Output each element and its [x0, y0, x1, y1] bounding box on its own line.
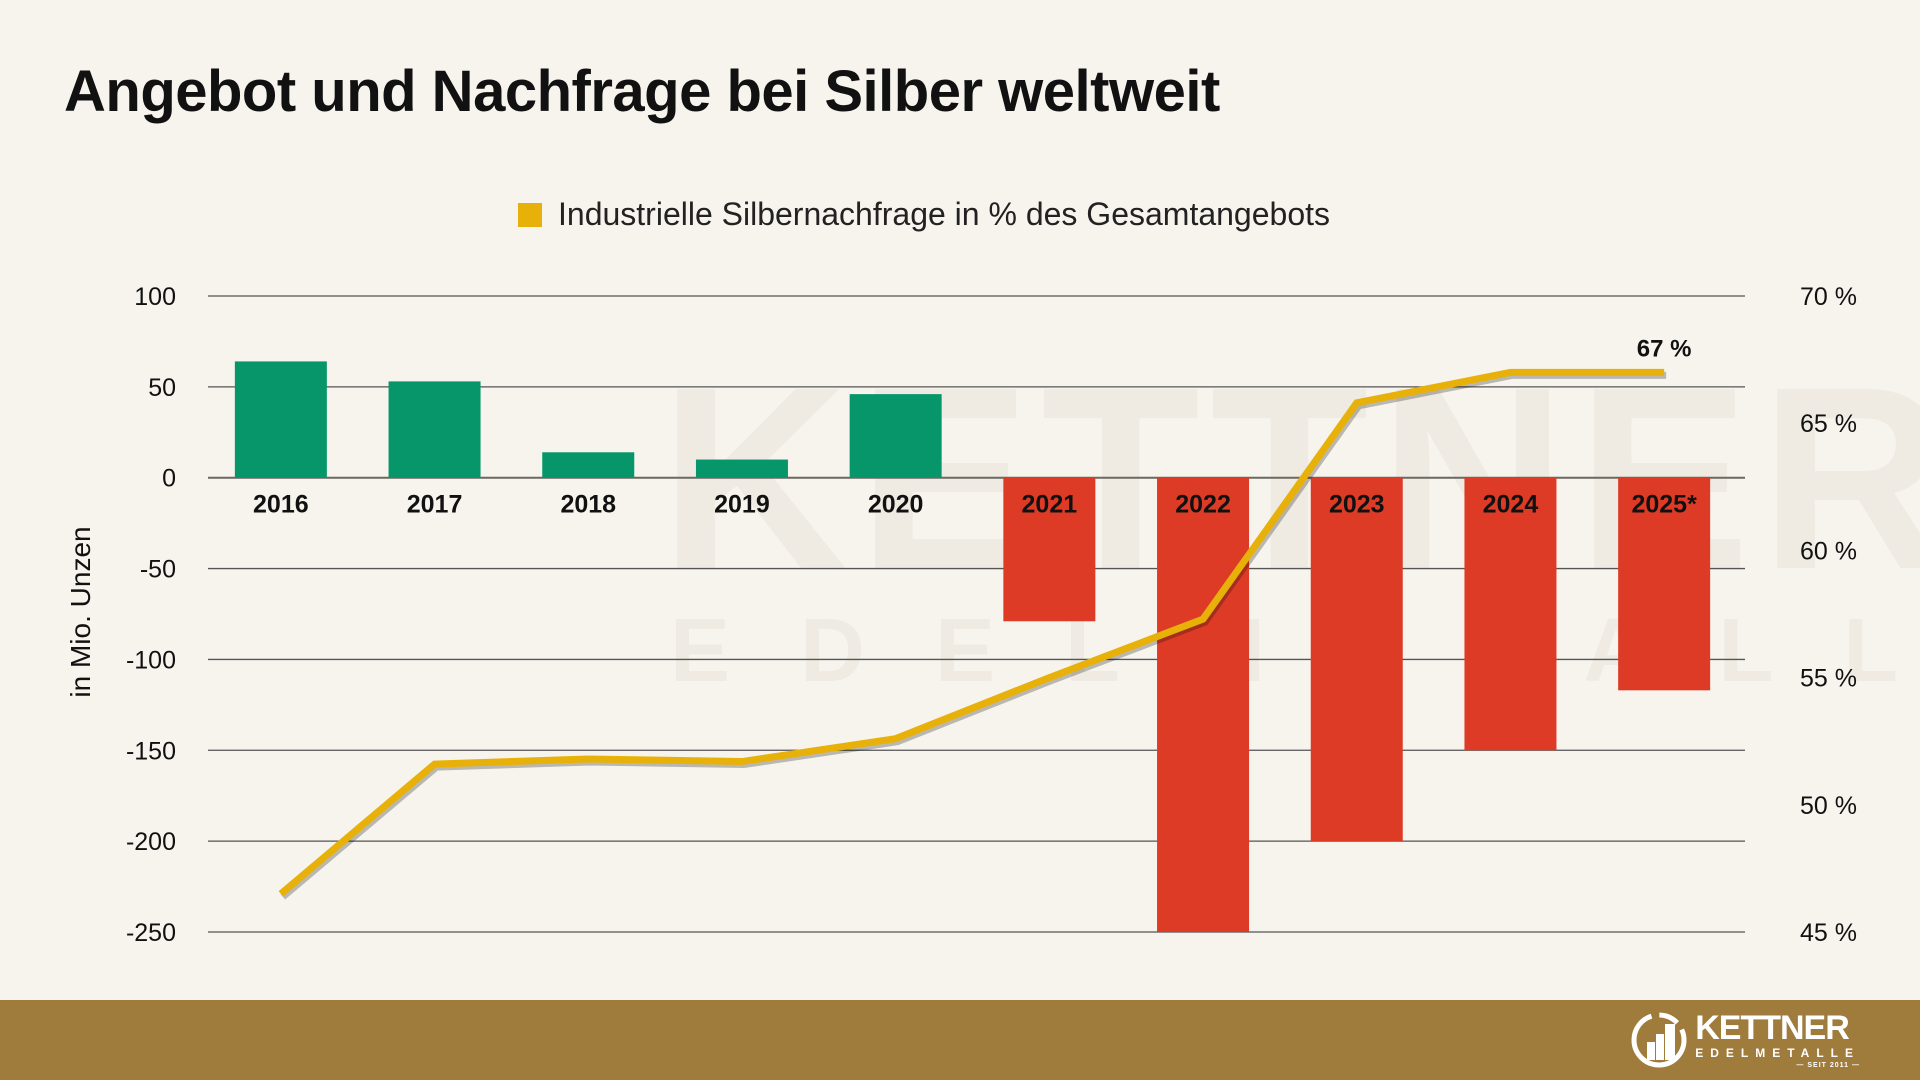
- y2-tick-label: 50 %: [1800, 792, 1857, 820]
- bar: [542, 452, 635, 478]
- y-tick-label: 50: [148, 374, 176, 402]
- x-tick-label: 2024: [1483, 491, 1539, 519]
- logo-brand: KETTNER: [1695, 1009, 1850, 1047]
- y-tick-label: -150: [126, 737, 176, 765]
- bar: [1003, 477, 1096, 622]
- x-tick-label: 2017: [407, 491, 463, 519]
- bar: [388, 381, 481, 478]
- y2-tick-label: 55 %: [1800, 665, 1857, 693]
- x-tick-label: 2018: [560, 491, 616, 519]
- bar: [849, 394, 942, 478]
- x-tick-label: 2022: [1175, 491, 1231, 519]
- x-tick-label: 2021: [1022, 491, 1078, 519]
- logo-mark-icon: [1631, 1012, 1687, 1068]
- y-tick-label: 100: [134, 283, 176, 311]
- y2-tick-label: 70 %: [1800, 283, 1857, 311]
- x-tick-label: 2023: [1329, 491, 1385, 519]
- x-tick-label: 2025*: [1631, 491, 1697, 519]
- bar: [234, 361, 327, 478]
- line-series: [278, 368, 1665, 897]
- chart-area: 100 50 0 -50 -100 -150 -200 -250 70 % 65 % 60 % 55 …: [65, 283, 1857, 947]
- legend-label: Industrielle Silbernachfrage in % des Ge…: [558, 196, 1330, 232]
- y-axis-label: in Mio. Unzen: [65, 526, 96, 697]
- x-tick-label: 2020: [868, 491, 924, 519]
- y-tick-label: 0: [162, 465, 176, 493]
- chart-title: Angebot und Nachfrage bei Silber weltwei…: [64, 59, 1220, 124]
- bar: [1464, 477, 1557, 751]
- bar: [695, 459, 788, 478]
- data-label-67: 67 %: [1637, 335, 1692, 362]
- legend-swatch: [518, 202, 542, 227]
- y2-tick-label: 60 %: [1800, 537, 1857, 565]
- line-shadow: [280, 371, 1667, 900]
- y2-tick-label: 65 %: [1800, 410, 1857, 438]
- x-tick-label: 2019: [714, 491, 770, 519]
- bar: [1310, 477, 1403, 842]
- footer-bar: KETTNER EDELMETALLE — SEIT 2011 —: [0, 1000, 1920, 1080]
- bar: [1618, 477, 1711, 691]
- legend: Industrielle Silbernachfrage in % des Ge…: [518, 196, 1330, 233]
- y-tick-label: -100: [126, 646, 176, 674]
- kettner-logo: KETTNER EDELMETALLE — SEIT 2011 —: [1629, 1010, 1860, 1070]
- x-tick-label: 2016: [253, 491, 309, 519]
- y-tick-label: -250: [126, 919, 176, 947]
- bar: [1157, 477, 1250, 932]
- y-tick-label: -50: [140, 556, 176, 584]
- logo-since: — SEIT 2011 —: [1796, 1062, 1860, 1069]
- y-tick-label: -200: [126, 828, 176, 856]
- y2-tick-label: 45 %: [1800, 919, 1857, 947]
- logo-sub: EDELMETALLE: [1695, 1046, 1860, 1060]
